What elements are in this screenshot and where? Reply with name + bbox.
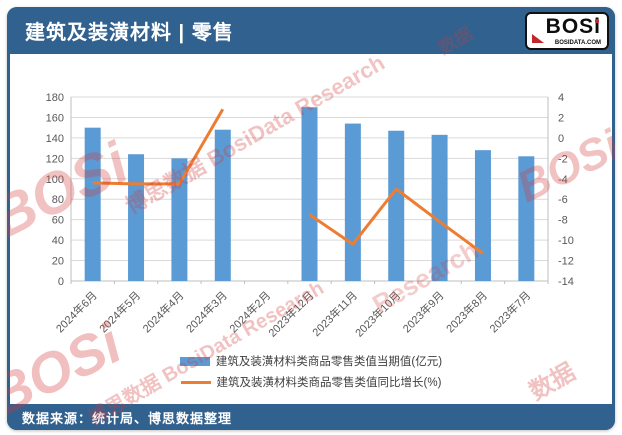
right-axis-tick-label: -12 [558,256,574,268]
bar [518,156,535,281]
left-axis-tick-label: 120 [46,153,64,165]
bar [431,134,448,281]
logo-brand-text: BOSi [545,15,601,38]
logo-red-dot [595,19,599,23]
logo-domain-text: BOSIDATA.COM [554,40,601,46]
left-axis-tick-label: 160 [46,112,64,124]
x-axis-category-label: 2024年3月 [183,288,230,335]
right-axis-tick-label: -2 [558,153,568,165]
right-axis-tick-label: 0 [558,133,564,145]
x-axis-category-label: 2023年8月 [443,288,490,335]
x-axis-category-label: 2024年5月 [96,288,143,335]
left-axis-tick-label: 140 [46,133,64,145]
x-axis-category-label: 2023年9月 [400,288,447,335]
header-bar: 建筑及装潢材料 | 零售 BOSi BOSIDATA.COM [7,7,615,54]
x-axis-category-label: 2023年10月 [352,288,403,339]
right-axis-tick-label: -10 [558,235,574,247]
left-axis-tick-label: 40 [52,235,64,247]
bar [344,123,361,281]
right-axis-tick-label: 4 [558,92,564,104]
x-axis-category-label: 2023年7月 [486,288,533,335]
x-axis-category-label: 2023年12月 [265,288,316,339]
line-series-label: 建筑及装潢材料类商品零售类值同比增长(%) [216,377,442,389]
left-axis-tick-label: 60 [52,215,64,227]
right-axis-tick-label: -8 [558,215,568,227]
report-card: 建筑及装潢材料 | 零售 BOSi BOSIDATA.COM 0 20 40 60 80… [7,7,615,430]
data-source-text: 数据来源：统计局、博思数据整理 [22,410,233,426]
logo-red-triangle-icon [532,34,544,43]
bar [214,129,231,281]
x-axis-category-label: 2024年6月 [53,288,100,335]
left-axis-tick-label: 0 [58,276,64,288]
legend-item-bar-series: 建筑及装潢材料类商品零售类值当期值(亿元) [179,353,443,369]
x-axis-category-label: 2024年2月 [226,288,273,335]
chart-area: 0 20 40 60 80 100 120 140 160 180 -14 -12 -10 -8 -6 -4-… [10,54,612,404]
bar [474,150,491,281]
right-axis-tick-label: -6 [558,194,568,206]
bar-series-label: 建筑及装潢材料类商品零售类值当期值(亿元) [215,356,443,368]
bar [128,154,145,281]
page-title: 建筑及装潢材料 | 零售 [25,22,234,44]
line-series [92,108,225,186]
left-axis-tick-label: 20 [52,256,64,268]
combo-chart: 020406080100120140160180-14-12-10-8-6-4-… [46,92,574,340]
bar [301,107,318,281]
line-series-swatch [180,380,211,384]
bar [388,130,405,281]
right-axis-tick-label: 2 [558,112,564,124]
bar-series-swatch [179,356,210,366]
left-axis-tick-label: 100 [46,174,64,186]
line-series [308,187,484,255]
x-axis-category-label: 2024年4月 [139,288,186,335]
bar [171,158,188,281]
left-axis-tick-label: 80 [52,194,64,206]
legend-item-line-series: 建筑及装潢材料类商品零售类值同比增长(%) [180,374,442,390]
left-axis-tick-label: 180 [46,92,64,104]
right-axis-tick-label: -4 [558,174,568,186]
bosi-logo: BOSi BOSIDATA.COM [525,12,609,50]
right-axis-tick-label: -14 [558,276,574,288]
bar [84,127,101,282]
chart-legend: 建筑及装潢材料类商品零售类值当期值(亿元) 建筑及装潢材料类商品零售类值同比增长… [10,353,612,390]
footer-bar: 数据来源：统计局、博思数据整理 [7,404,615,430]
